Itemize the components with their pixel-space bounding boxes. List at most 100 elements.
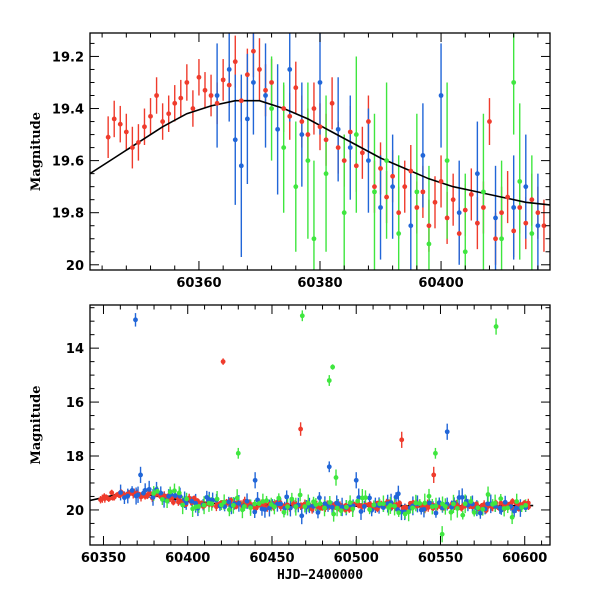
data-point — [323, 171, 329, 177]
data-point — [399, 437, 405, 443]
data-point — [269, 106, 274, 111]
data-point — [164, 498, 170, 504]
data-point — [413, 500, 419, 506]
data-point — [468, 192, 474, 197]
data-point — [214, 496, 220, 502]
data-point — [429, 504, 435, 510]
data-point — [396, 510, 402, 516]
data-point — [377, 501, 383, 507]
data-point — [406, 509, 412, 515]
data-point — [269, 80, 274, 85]
y-tick-label: 16 — [66, 396, 84, 411]
data-point — [232, 59, 238, 65]
data-point — [505, 194, 511, 200]
data-point — [329, 504, 335, 510]
data-point — [498, 496, 504, 502]
data-point — [338, 508, 344, 514]
data-point — [451, 501, 456, 507]
data-point — [353, 132, 359, 137]
data-point — [317, 495, 322, 501]
data-point — [378, 205, 383, 210]
data-point — [125, 493, 131, 499]
data-point — [414, 189, 420, 195]
data-point — [129, 145, 135, 150]
data-point — [396, 231, 402, 236]
data-point — [175, 499, 181, 505]
data-point — [439, 531, 445, 537]
data-point — [438, 179, 444, 184]
data-point — [183, 500, 189, 506]
data-point — [226, 67, 232, 72]
top-tick-labels: 60360 60380 60400 19.2 19.4 19.6 19.8 20 — [52, 50, 464, 291]
data-point — [493, 324, 499, 329]
data-point — [154, 488, 160, 494]
bottom-panel: 60350 60400 60450 60500 60550 60600 14 16 18 20 M… — [29, 304, 551, 583]
data-point — [180, 502, 186, 508]
data-point — [335, 126, 341, 132]
data-point — [255, 497, 260, 503]
data-point — [371, 502, 377, 508]
data-point — [276, 495, 282, 501]
data-point — [505, 505, 511, 511]
data-point — [172, 493, 178, 499]
y-tick-label: 20 — [66, 504, 84, 519]
data-point — [238, 163, 244, 169]
data-point — [420, 153, 426, 158]
bottom-data-points — [98, 313, 531, 537]
data-point — [248, 505, 253, 511]
top-axis-ticks — [90, 33, 550, 270]
data-point — [502, 499, 508, 505]
data-point — [380, 505, 386, 511]
data-point — [330, 364, 336, 370]
y-tick-label: 19.6 — [52, 155, 84, 170]
data-point — [305, 500, 311, 506]
data-point — [510, 498, 515, 504]
data-point — [350, 506, 356, 512]
data-point — [438, 93, 444, 98]
data-point — [347, 500, 353, 506]
data-point — [299, 132, 305, 137]
data-point — [106, 496, 112, 502]
data-point — [366, 119, 371, 124]
data-point — [257, 67, 262, 72]
data-point — [315, 510, 321, 515]
y-tick-label: 19.2 — [52, 50, 84, 65]
data-point — [138, 472, 143, 478]
data-point — [353, 163, 359, 169]
data-point — [251, 48, 256, 54]
data-point — [402, 511, 408, 517]
data-point — [236, 500, 242, 506]
x-tick-label: 60500 — [334, 551, 379, 566]
data-point — [425, 504, 431, 510]
data-point — [329, 100, 335, 106]
data-point — [281, 509, 287, 515]
data-point — [509, 514, 515, 520]
data-point — [487, 119, 492, 124]
data-point — [331, 511, 337, 517]
data-point — [166, 111, 172, 117]
data-point — [253, 505, 259, 511]
data-point — [541, 223, 547, 229]
data-point — [426, 241, 432, 247]
data-point — [244, 498, 250, 504]
data-point — [335, 501, 341, 507]
data-point — [384, 158, 389, 164]
bottom-plot-frame — [89, 304, 551, 546]
data-point — [477, 510, 483, 516]
data-point — [232, 137, 238, 143]
data-point — [347, 129, 353, 135]
data-point — [358, 509, 364, 514]
data-point — [190, 106, 196, 111]
data-point — [381, 501, 386, 507]
data-point — [287, 67, 293, 72]
top-data-points — [105, 48, 547, 255]
data-point — [529, 197, 535, 203]
data-point — [353, 477, 359, 483]
data-point — [433, 510, 439, 516]
data-point — [167, 489, 173, 495]
x-tick-label: 60550 — [418, 551, 463, 566]
data-point — [359, 150, 365, 156]
data-point — [251, 80, 256, 85]
data-point — [481, 189, 486, 195]
data-point — [372, 184, 377, 190]
